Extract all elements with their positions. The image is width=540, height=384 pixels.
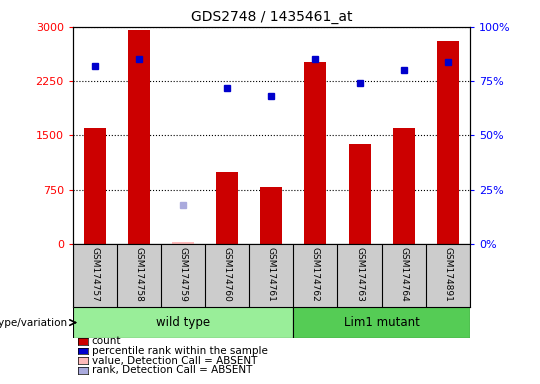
Text: GSM174759: GSM174759 <box>179 247 188 302</box>
Bar <box>216 172 238 244</box>
Text: GSM174763: GSM174763 <box>355 247 364 302</box>
Bar <box>305 61 327 244</box>
Text: GSM174762: GSM174762 <box>311 247 320 302</box>
Text: rank, Detection Call = ABSENT: rank, Detection Call = ABSENT <box>92 365 252 375</box>
Text: percentile rank within the sample: percentile rank within the sample <box>92 346 268 356</box>
Bar <box>293 307 470 338</box>
Title: GDS2748 / 1435461_at: GDS2748 / 1435461_at <box>191 10 352 25</box>
Text: GSM174760: GSM174760 <box>223 247 232 302</box>
Text: Lim1 mutant: Lim1 mutant <box>343 316 420 329</box>
Bar <box>260 187 282 244</box>
Text: GSM174758: GSM174758 <box>134 247 144 302</box>
Text: value, Detection Call = ABSENT: value, Detection Call = ABSENT <box>92 356 257 366</box>
Text: GSM174757: GSM174757 <box>91 247 99 302</box>
Text: GSM174761: GSM174761 <box>267 247 276 302</box>
Bar <box>73 307 293 338</box>
Text: GSM174764: GSM174764 <box>399 247 408 302</box>
Text: GSM174891: GSM174891 <box>443 247 452 302</box>
Bar <box>348 144 370 244</box>
Bar <box>437 41 459 244</box>
Bar <box>393 128 415 244</box>
Text: genotype/variation: genotype/variation <box>0 318 68 328</box>
Bar <box>128 30 150 244</box>
Text: wild type: wild type <box>156 316 210 329</box>
Bar <box>84 128 106 244</box>
Bar <box>172 242 194 244</box>
Text: count: count <box>92 336 122 346</box>
